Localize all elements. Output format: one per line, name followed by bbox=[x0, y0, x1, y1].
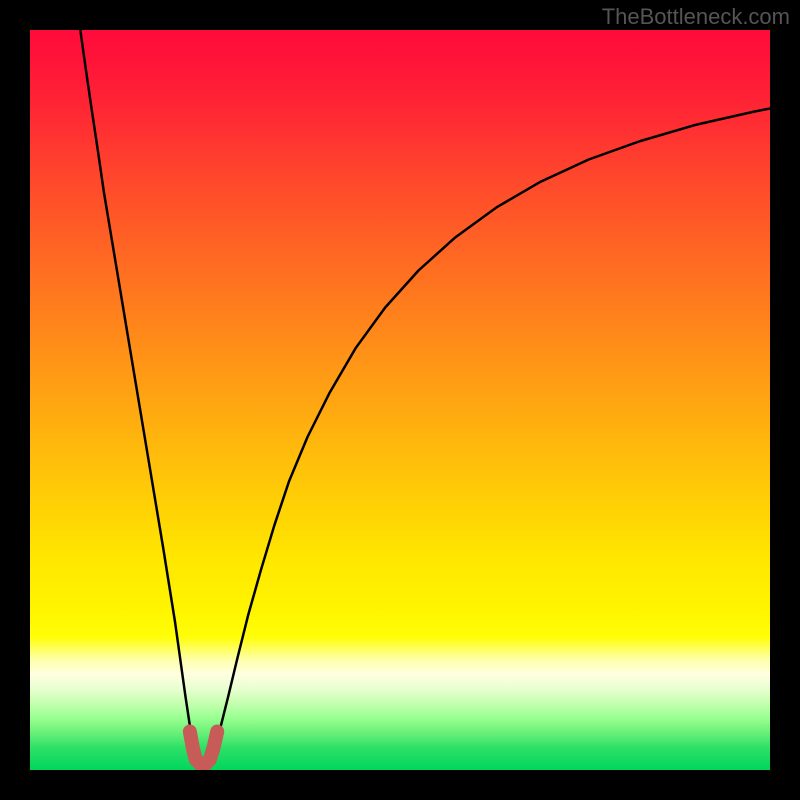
watermark-text: TheBottleneck.com bbox=[602, 4, 790, 30]
gradient-background bbox=[30, 30, 770, 770]
chart-container: TheBottleneck.com bbox=[0, 0, 800, 800]
bottleneck-curve-plot bbox=[30, 30, 770, 770]
